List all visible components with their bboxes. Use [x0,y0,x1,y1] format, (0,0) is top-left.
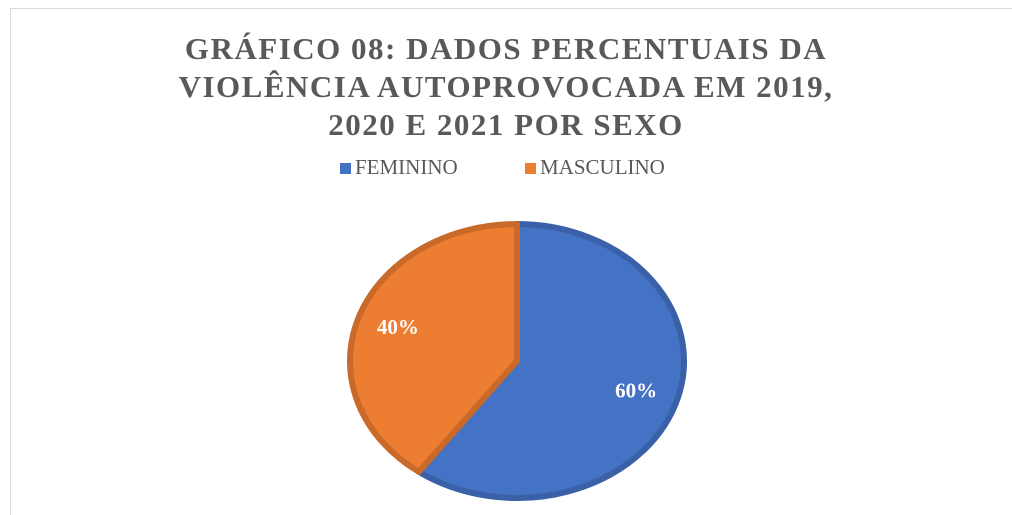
legend-label: MASCULINO [540,155,665,179]
pie-slice [415,221,687,501]
chart-title: GRÁFICO 08: DADOS PERCENTUAIS DA VIOLÊNC… [178,31,834,142]
value-label: 60% [615,379,657,403]
legend-swatch [340,163,351,174]
legend-swatch [525,163,536,174]
chart-frame [10,8,1012,515]
pie-slice [347,221,520,475]
legend-label: FEMININO [355,155,458,179]
value-label: 40% [377,315,419,339]
